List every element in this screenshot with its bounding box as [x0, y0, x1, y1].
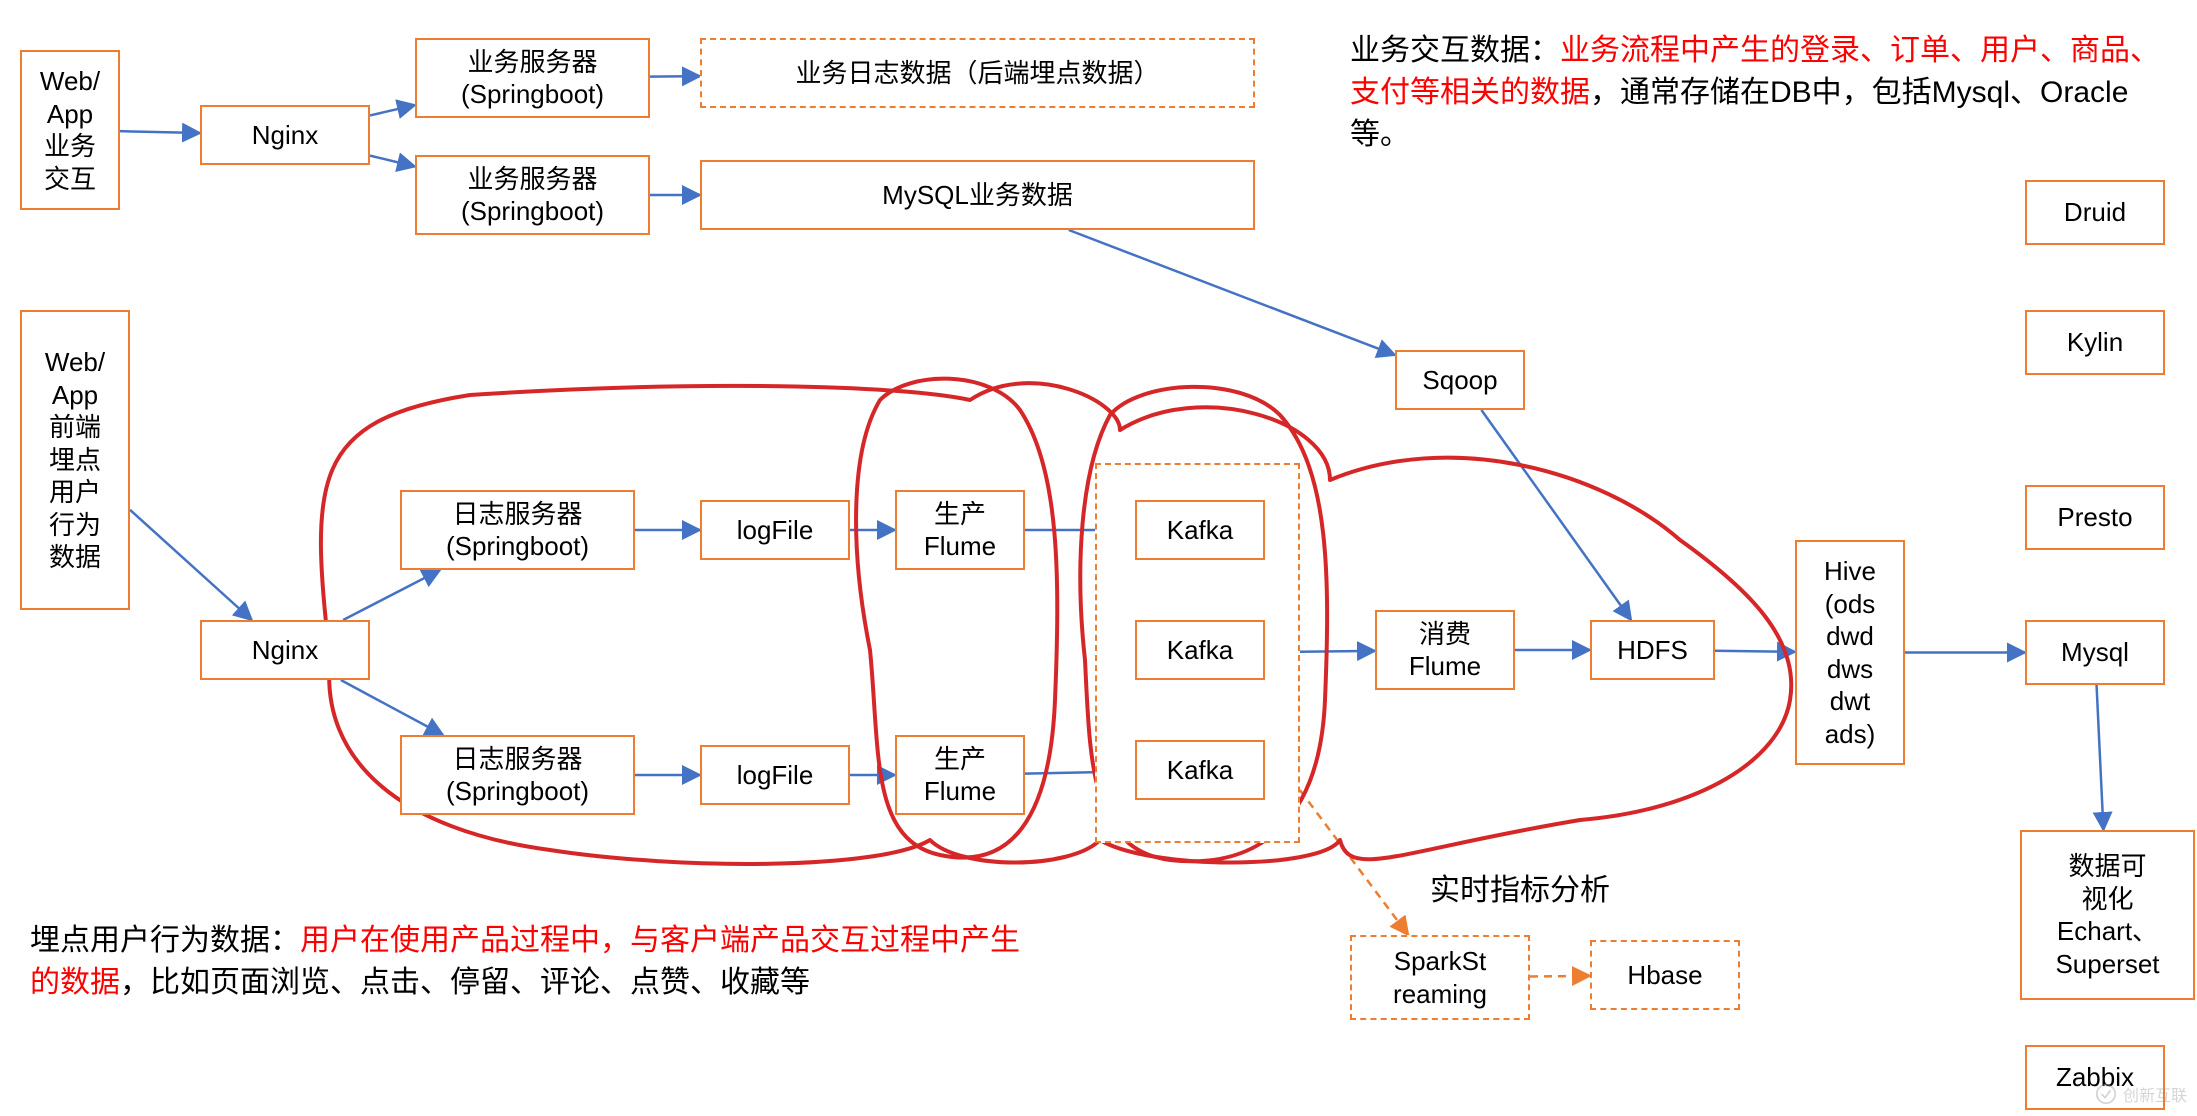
annotation-realtime-label: 实时指标分析: [1430, 870, 1610, 912]
annotation-tracking-data: 埋点用户行为数据：用户在使用产品过程中，与客户端产品交互过程中产生的数据，比如页…: [30, 920, 1020, 1004]
node-bizsrv1: 业务服务器(Springboot): [415, 38, 650, 118]
node-logfile2: logFile: [700, 745, 850, 805]
node-sqoop: Sqoop: [1395, 350, 1525, 410]
node-kylin: Kylin: [2025, 310, 2165, 375]
edge-spark-hbase: [1530, 976, 1590, 977]
node-spark: SparkStreaming: [1350, 935, 1530, 1020]
node-mysql: Mysql: [2025, 620, 2165, 685]
edge-sqoop-hdfs: [1481, 410, 1631, 620]
edge-bizsrv1-bizlog: [650, 76, 700, 77]
watermark-text: 创新互联: [2123, 1082, 2187, 1106]
node-presto: Presto: [2025, 485, 2165, 550]
node-bizlog: 业务日志数据（后端埋点数据）: [700, 38, 1255, 108]
node-mysqlbiz: MySQL业务数据: [700, 160, 1255, 230]
node-webapp_front: Web/App前端埋点用户行为数据: [20, 310, 130, 610]
node-hdfs: HDFS: [1590, 620, 1715, 680]
node-hive: Hive(odsdwddwsdwtads): [1795, 540, 1905, 765]
node-logsrv2: 日志服务器(Springboot): [400, 735, 635, 815]
edge-nginx2-logsrv2: [341, 680, 443, 735]
edge-kafka_box-consflume: [1300, 651, 1375, 652]
edge-nginx1-bizsrv2: [370, 156, 415, 167]
edge-mysql-viz: [2097, 685, 2104, 830]
node-flume1: 生产Flume: [895, 490, 1025, 570]
edge-kafka_box-spark: [1300, 790, 1408, 935]
node-bizsrv2: 业务服务器(Springboot): [415, 155, 650, 235]
edge-nginx2-logsrv1: [343, 570, 440, 620]
node-viz: 数据可视化Echart、Superset: [2020, 830, 2195, 1000]
node-flume2: 生产Flume: [895, 735, 1025, 815]
node-consflume: 消费Flume: [1375, 610, 1515, 690]
annotation-business-data: 业务交互数据：业务流程中产生的登录、订单、用户、商品、支付等相关的数据，通常存储…: [1350, 30, 2180, 156]
node-logsrv1: 日志服务器(Springboot): [400, 490, 635, 570]
edge-hdfs-hive: [1715, 651, 1795, 652]
node-nginx2: Nginx: [200, 620, 370, 680]
logo-icon: [2095, 1083, 2117, 1105]
node-druid: Druid: [2025, 180, 2165, 245]
watermark: 创新互联: [2095, 1082, 2187, 1106]
node-nginx1: Nginx: [200, 105, 370, 165]
edge-mysqlbiz-sqoop: [1069, 230, 1395, 355]
node-kafka1: Kafka: [1135, 500, 1265, 560]
node-logfile1: logFile: [700, 500, 850, 560]
node-kafka3: Kafka: [1135, 740, 1265, 800]
node-hbase: Hbase: [1590, 940, 1740, 1010]
edge-webapp_biz-nginx1: [120, 131, 200, 133]
node-webapp_biz: Web/App业务交互: [20, 50, 120, 210]
edge-webapp_front-nginx2: [130, 510, 252, 620]
edge-nginx1-bizsrv1: [370, 105, 415, 115]
node-kafka2: Kafka: [1135, 620, 1265, 680]
